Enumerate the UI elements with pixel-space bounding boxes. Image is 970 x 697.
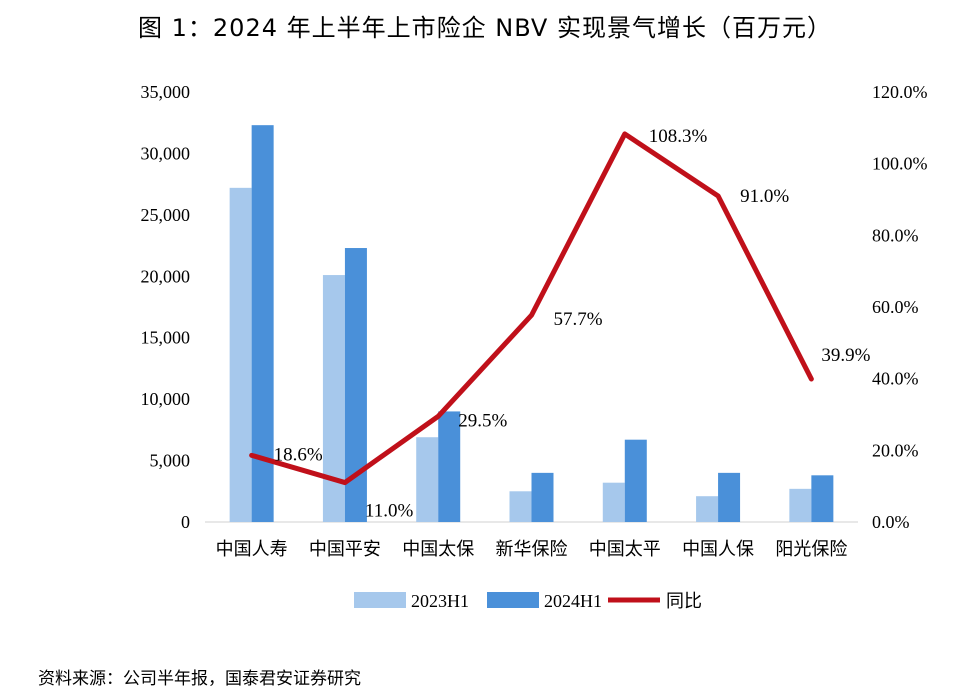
yoy-data-label: 57.7% bbox=[554, 309, 603, 330]
yoy-data-label: 39.9% bbox=[821, 345, 870, 366]
legend-label-2024H1: 2024H1 bbox=[544, 591, 602, 611]
bar-2023H1 bbox=[602, 482, 625, 522]
labels: 18.6% 11.0% 29.5% 57.7% 108.3% 91.0% 39.9% bbox=[274, 126, 871, 522]
bar-2024H1 bbox=[251, 125, 274, 523]
yoy-line bbox=[249, 131, 814, 486]
x-tick-label: 中国人保 bbox=[682, 539, 754, 560]
legend-label-line: 同比 bbox=[666, 591, 702, 612]
yoy-data-label: 18.6% bbox=[274, 444, 323, 465]
bar-2024H1 bbox=[438, 411, 461, 522]
x-tick-label: 新华保险 bbox=[496, 539, 568, 560]
y-right-tick-label: 100.0% bbox=[872, 154, 928, 174]
x-tick-label: 阳光保险 bbox=[775, 539, 847, 560]
y-left-tick-label: 5,000 bbox=[150, 451, 191, 471]
x-tick-label: 中国太平 bbox=[589, 539, 661, 560]
legend: 2023H1 2024H1 同比 bbox=[354, 591, 702, 612]
bar-2023H1 bbox=[509, 491, 532, 522]
legend-swatch-2024H1 bbox=[487, 592, 539, 608]
bar-2023H1 bbox=[416, 437, 439, 522]
bar-2024H1 bbox=[624, 439, 647, 522]
yoy-data-label: 91.0% bbox=[740, 186, 789, 207]
yoy-data-label: 29.5% bbox=[458, 410, 507, 431]
y-left-tick-label: 15,000 bbox=[141, 328, 191, 348]
y-left-tick-label: 35,000 bbox=[141, 82, 191, 102]
y-left-tick-label: 25,000 bbox=[141, 205, 191, 225]
y-right-tick-label: 40.0% bbox=[872, 369, 919, 389]
bar-2024H1 bbox=[718, 472, 741, 522]
legend-label-2023H1: 2023H1 bbox=[411, 591, 469, 611]
y-right-tick-label: 60.0% bbox=[872, 297, 919, 317]
legend-swatch-2023H1 bbox=[354, 592, 406, 608]
bar-2023H1 bbox=[229, 187, 252, 523]
source-note: 资料来源：公司半年报，国泰君安证券研究 bbox=[38, 669, 361, 689]
y-right-tick-label: 80.0% bbox=[872, 225, 919, 245]
yoy-data-label: 108.3% bbox=[649, 126, 708, 147]
y-left-tick-label: 0 bbox=[181, 512, 190, 532]
y-left-tick-label: 10,000 bbox=[141, 389, 191, 409]
bar-2023H1 bbox=[322, 275, 345, 522]
x-tick-label: 中国平安 bbox=[309, 539, 381, 560]
yoy-data-label: 11.0% bbox=[365, 501, 414, 522]
y-left-tick-label: 30,000 bbox=[141, 143, 191, 163]
y-left-tick-label: 20,000 bbox=[141, 266, 191, 286]
bars bbox=[229, 125, 834, 523]
chart-title: 图 1：2024 年上半年上市险企 NBV 实现景气增长（百万元） bbox=[138, 14, 832, 42]
x-tick-label: 中国人寿 bbox=[216, 539, 288, 560]
bar-2024H1 bbox=[811, 475, 834, 522]
y-right-tick-label: 20.0% bbox=[872, 440, 919, 460]
bar-2024H1 bbox=[531, 472, 554, 522]
y-right-tick-label: 0.0% bbox=[872, 512, 910, 532]
x-tick-label: 中国太保 bbox=[402, 539, 474, 560]
bar-2023H1 bbox=[696, 496, 719, 522]
axes: 0 5,000 10,000 15,000 20,000 25,000 30,000 35,0… bbox=[141, 82, 928, 560]
bar-2024H1 bbox=[344, 248, 367, 522]
bar-2023H1 bbox=[789, 488, 812, 522]
y-right-tick-label: 120.0% bbox=[872, 82, 928, 102]
